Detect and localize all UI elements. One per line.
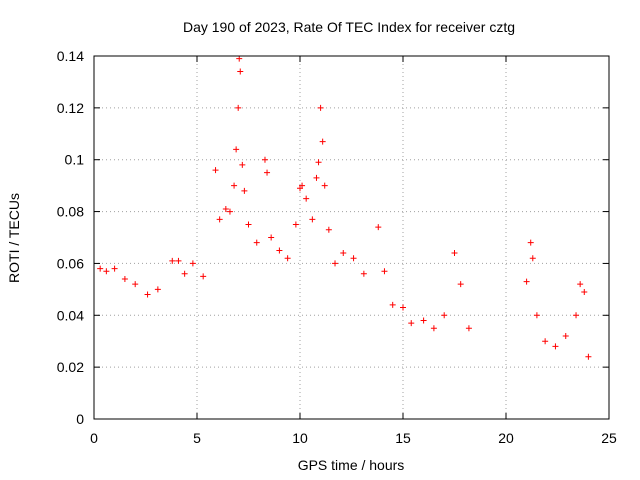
data-point — [121, 275, 128, 282]
axis-ticks: 0 5 10 15 20 25 0 0.02 0.04 0.06 0.08 0.1 0.12 0.14 — [57, 48, 617, 446]
data-point — [236, 55, 243, 62]
data-point — [276, 247, 283, 254]
data-point — [231, 182, 238, 189]
data-point — [284, 255, 291, 262]
data-point — [350, 255, 357, 262]
data-point — [264, 169, 271, 176]
data-point — [360, 270, 367, 277]
data-point — [200, 273, 207, 280]
data-point — [315, 159, 322, 166]
data-point — [552, 343, 559, 350]
data-point — [111, 265, 118, 272]
data-point — [321, 182, 328, 189]
data-point — [216, 216, 223, 223]
plot-frame — [93, 55, 610, 420]
data-point — [523, 278, 530, 285]
data-points — [97, 55, 592, 360]
data-point — [389, 301, 396, 308]
data-point — [420, 317, 427, 324]
data-point — [325, 226, 332, 233]
y-tick-label: 0.1 — [65, 152, 85, 168]
y-tick-label: 0.06 — [57, 255, 84, 271]
data-point — [465, 325, 472, 332]
x-tick-label: 20 — [498, 430, 514, 446]
data-point — [103, 268, 110, 275]
data-point — [381, 268, 388, 275]
y-tick-label: 0.12 — [57, 100, 84, 116]
data-point — [319, 138, 326, 145]
data-point — [154, 286, 161, 293]
data-point — [430, 325, 437, 332]
data-point — [237, 68, 244, 75]
x-tick-label: 0 — [90, 430, 98, 446]
data-point — [581, 288, 588, 295]
y-tick-label: 0.02 — [57, 359, 84, 375]
data-point — [222, 205, 229, 212]
data-point — [317, 104, 324, 111]
data-point — [529, 255, 536, 262]
data-point — [132, 281, 139, 288]
data-point — [212, 167, 219, 174]
data-point — [303, 195, 310, 202]
x-tick-label: 5 — [193, 430, 201, 446]
data-point — [261, 156, 268, 163]
data-point — [533, 312, 540, 319]
data-point — [577, 281, 584, 288]
data-point — [400, 304, 406, 311]
data-point — [562, 333, 569, 340]
chart-title: Day 190 of 2023, Rate Of TEC Index for r… — [183, 19, 515, 35]
y-tick-label: 0 — [76, 411, 84, 427]
x-tick-label: 25 — [601, 430, 617, 446]
data-point — [97, 265, 104, 272]
data-point — [441, 312, 448, 319]
data-point — [245, 221, 252, 228]
data-point — [309, 216, 316, 223]
y-tick-label: 0.08 — [57, 204, 84, 220]
y-axis-label: ROTI / TECUs — [6, 193, 22, 283]
y-tick-label: 0.04 — [57, 307, 84, 323]
data-point — [235, 104, 242, 111]
data-point — [408, 320, 415, 327]
data-point — [175, 257, 182, 264]
data-point — [253, 239, 260, 246]
data-point — [332, 260, 339, 267]
data-point — [169, 257, 176, 264]
data-point — [573, 312, 580, 319]
data-point — [181, 270, 188, 277]
data-point — [233, 146, 240, 153]
data-point — [241, 187, 248, 194]
x-tick-label: 10 — [292, 430, 308, 446]
data-point — [375, 224, 382, 231]
data-point — [268, 234, 275, 241]
x-axis-label: GPS time / hours — [298, 457, 405, 473]
data-point — [189, 260, 196, 267]
data-point — [239, 161, 246, 168]
data-point — [313, 174, 320, 181]
data-point — [542, 338, 549, 345]
grid — [94, 56, 609, 419]
data-point — [457, 281, 464, 288]
x-tick-label: 15 — [395, 430, 411, 446]
data-point — [585, 353, 592, 360]
data-point — [299, 182, 306, 189]
y-tick-label: 0.14 — [57, 48, 84, 64]
data-point — [144, 291, 151, 298]
data-point — [451, 250, 458, 257]
data-point — [226, 208, 233, 215]
data-point — [292, 221, 299, 228]
data-point — [340, 250, 347, 257]
data-point — [527, 239, 534, 246]
